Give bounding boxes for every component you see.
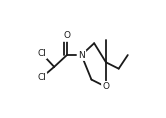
Text: Cl: Cl	[37, 73, 46, 82]
Text: N: N	[78, 51, 85, 60]
Text: Cl: Cl	[37, 49, 46, 58]
Text: O: O	[102, 82, 109, 91]
Text: O: O	[63, 32, 70, 40]
